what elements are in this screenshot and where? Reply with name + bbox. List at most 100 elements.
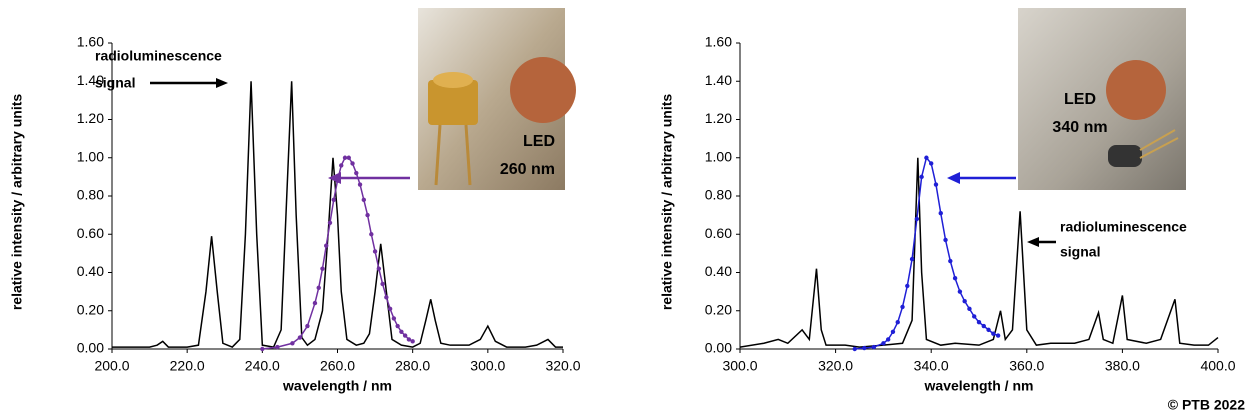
marker	[962, 298, 967, 304]
x-tick-label: 320.0	[545, 358, 580, 374]
marker	[324, 243, 329, 248]
marker	[342, 155, 348, 160]
marker	[399, 329, 404, 334]
annotation: signal	[95, 75, 135, 91]
marker	[275, 344, 280, 350]
y-tick-label: 0.40	[705, 263, 732, 279]
marker	[976, 320, 982, 325]
marker	[952, 276, 958, 281]
marker	[995, 333, 1001, 338]
y-tick-label: 0.80	[77, 187, 104, 203]
annotation: LED	[1064, 91, 1096, 108]
marker	[372, 249, 378, 254]
marker	[862, 345, 867, 351]
x-tick-label: 400.0	[1200, 358, 1235, 374]
y-tick-label: 1.20	[77, 110, 104, 126]
x-tick-label: 220.0	[170, 358, 205, 374]
marker	[986, 327, 991, 333]
arrows	[150, 78, 1056, 247]
marker	[395, 323, 400, 329]
marker	[852, 346, 857, 352]
marker	[948, 258, 953, 264]
marker	[290, 341, 295, 346]
marker	[387, 306, 393, 312]
x-tick-label: 260.0	[320, 358, 355, 374]
chart: 0.00 0.20 0.40 0.60 0.80 1.00 1.20 1.40 1.60 200.…	[9, 34, 581, 394]
marker	[919, 174, 924, 180]
marker	[350, 161, 355, 166]
y-axis-label: relative intensity / arbitrary units	[659, 94, 675, 311]
marker	[260, 346, 265, 352]
chart: 0.00 0.20 0.40 0.60 0.80 1.00 1.20 1.40 1.60 300.…	[659, 34, 1236, 394]
annotation: 340 nm	[1052, 119, 1107, 136]
y-tick-label: 1.20	[705, 110, 732, 126]
x-axis-label: wavelength / nm	[282, 378, 392, 394]
marker	[361, 197, 367, 203]
photo-led-260	[418, 8, 576, 190]
y-tick-label: 0.00	[77, 340, 104, 356]
y-axis-label: relative intensity / arbitrary units	[9, 94, 25, 311]
x-tick-label: 360.0	[1009, 358, 1044, 374]
marker	[406, 337, 412, 342]
marker	[384, 295, 389, 300]
marker	[981, 323, 986, 329]
marker	[316, 285, 321, 290]
y-tick-label: 0.00	[705, 340, 732, 356]
marker	[339, 163, 344, 168]
x-tick-label: 280.0	[395, 358, 430, 374]
annotation: radioluminescence	[95, 48, 222, 64]
marker	[402, 333, 408, 338]
marker	[391, 316, 397, 321]
series-line	[112, 81, 563, 348]
marker	[312, 300, 318, 306]
y-tick-label: 1.00	[77, 148, 104, 164]
y-tick-label: 1.00	[705, 148, 732, 164]
marker	[900, 304, 905, 310]
marker	[972, 314, 977, 319]
marker	[967, 306, 972, 312]
marker	[909, 256, 915, 262]
marker	[320, 266, 325, 271]
y-tick-label: 0.60	[705, 225, 732, 241]
marker	[357, 182, 363, 187]
marker	[881, 341, 886, 346]
marker	[924, 155, 929, 160]
annotation: radioluminescence	[1060, 219, 1187, 235]
marker	[895, 320, 900, 325]
marker	[957, 289, 963, 294]
marker	[380, 281, 385, 287]
credit: © PTB 2022	[1168, 397, 1245, 413]
annotation: signal	[1060, 244, 1100, 260]
marker	[365, 212, 370, 218]
y-tick-label: 1.60	[705, 34, 732, 50]
series-line	[739, 157, 1219, 348]
y-tick-label: 1.60	[77, 34, 104, 50]
marker	[354, 170, 359, 176]
marker	[297, 335, 303, 340]
marker	[410, 339, 415, 344]
y-tick-label: 0.60	[77, 225, 104, 241]
marker	[305, 323, 310, 329]
x-tick-label: 320.0	[818, 358, 853, 374]
marker	[871, 344, 877, 350]
annotation: LED	[523, 133, 555, 150]
marker	[376, 266, 382, 271]
x-tick-label: 340.0	[914, 358, 949, 374]
marker	[991, 331, 996, 336]
marker	[327, 220, 333, 225]
marker	[346, 155, 351, 160]
x-tick-label: 240.0	[245, 358, 280, 374]
photo-led-340	[1018, 8, 1186, 190]
x-tick-label: 200.0	[94, 358, 129, 374]
marker	[885, 337, 891, 342]
x-tick-label: 300.0	[470, 358, 505, 374]
marker	[933, 182, 939, 187]
y-tick-label: 1.40	[77, 72, 104, 88]
annotation: 260 nm	[500, 161, 555, 178]
marker	[929, 161, 934, 166]
marker	[331, 197, 336, 203]
marker	[369, 232, 374, 237]
marker	[914, 216, 920, 222]
x-tick-label: 380.0	[1105, 358, 1140, 374]
